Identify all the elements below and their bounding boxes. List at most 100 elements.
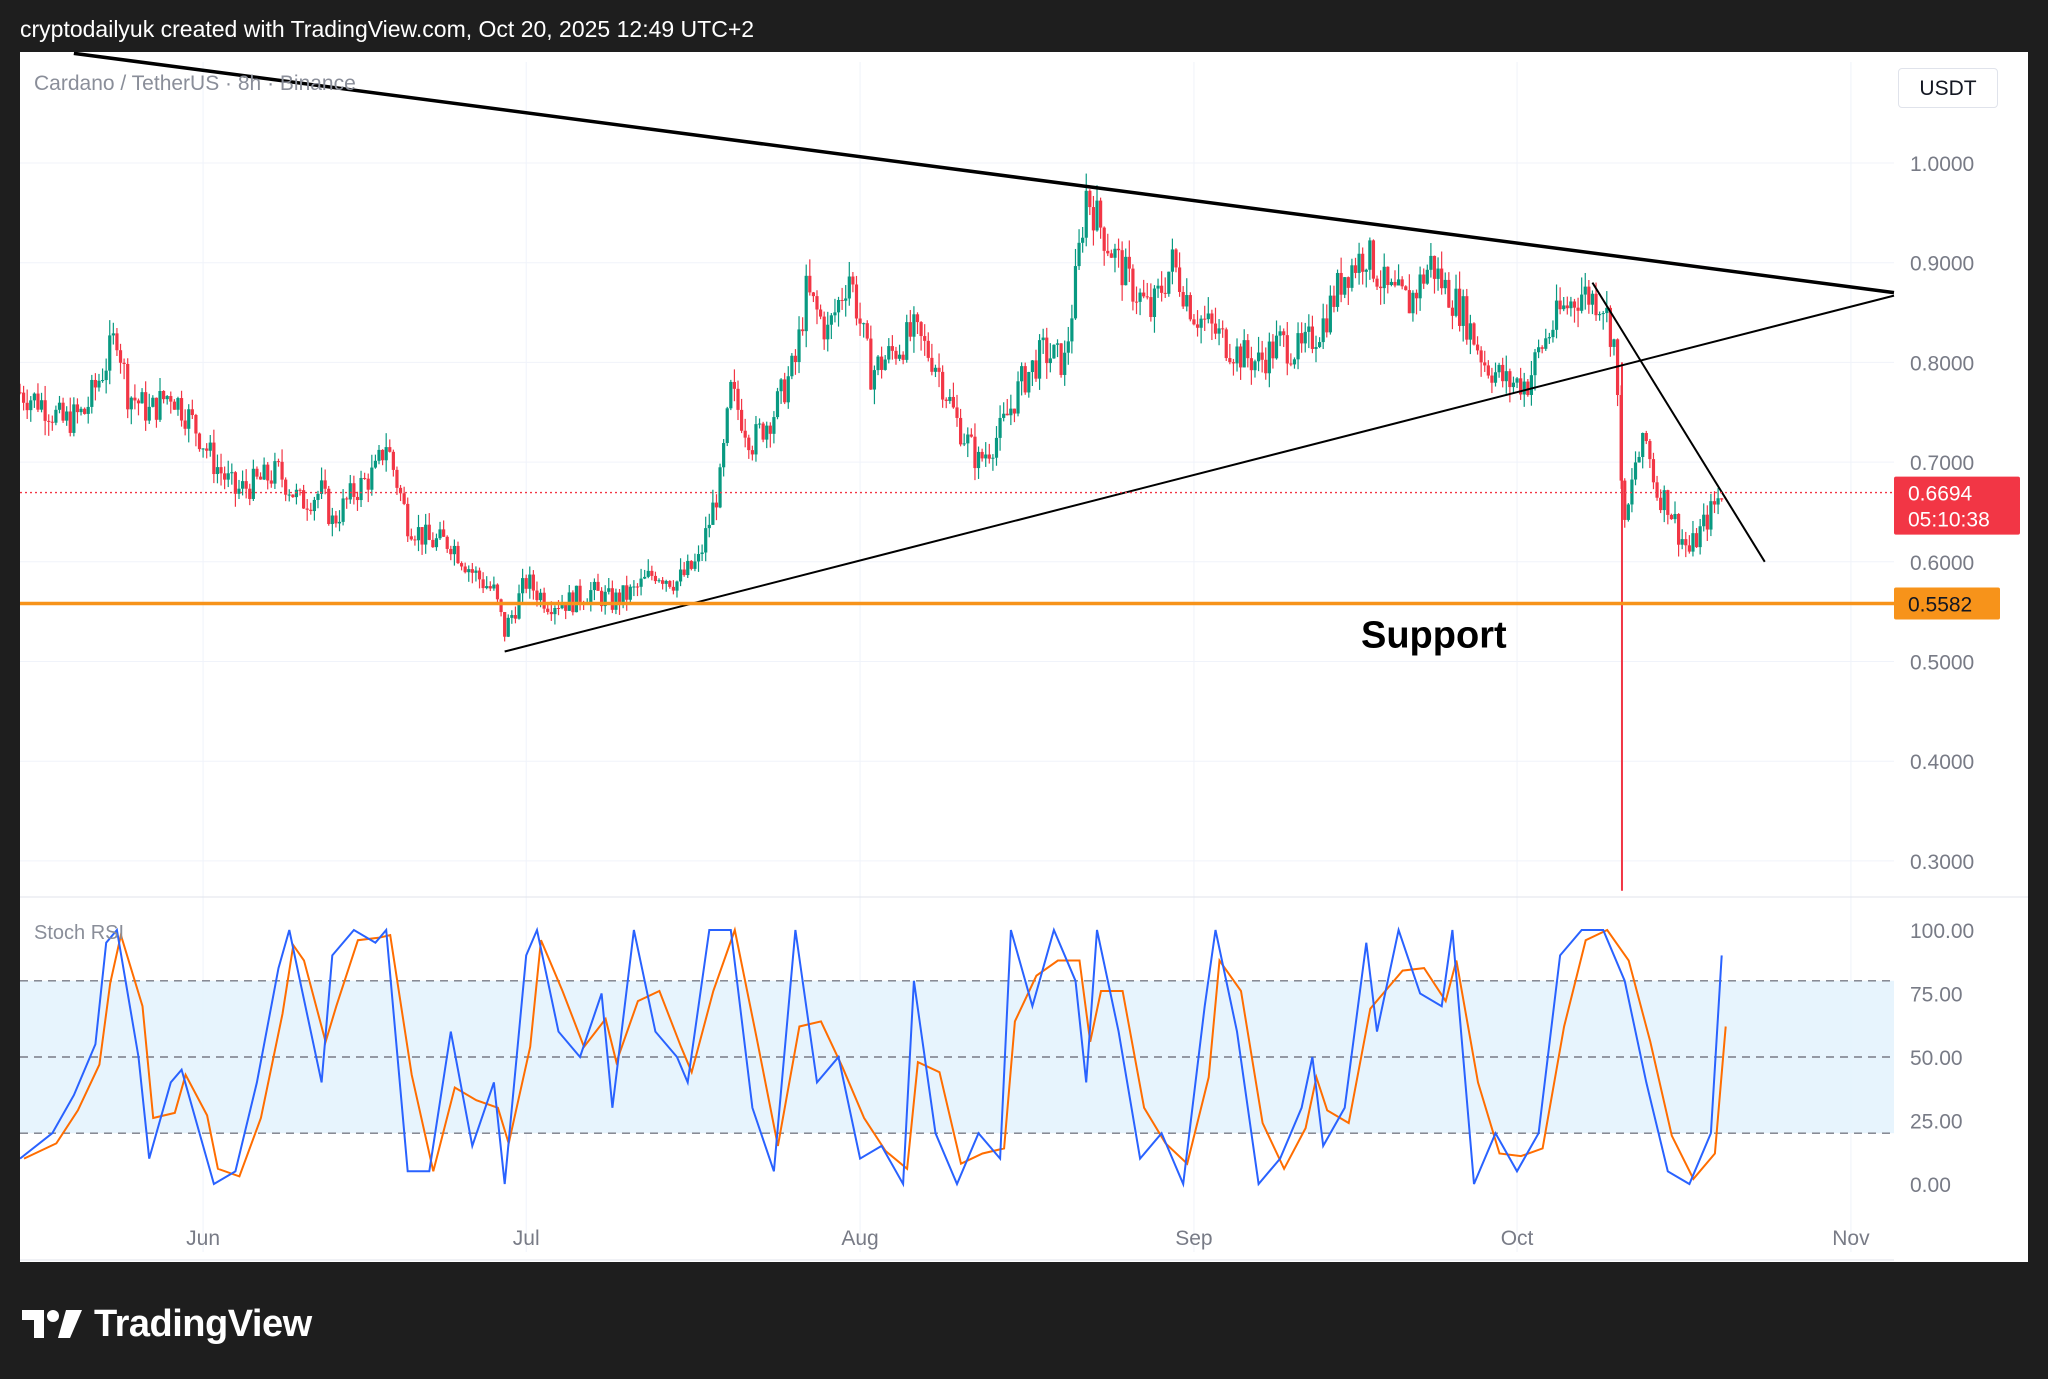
candle[interactable] (865, 320, 869, 341)
candle[interactable] (1630, 468, 1634, 513)
stoch-rsi-lines[interactable] (20, 926, 1727, 1188)
candle[interactable] (808, 259, 812, 296)
candle[interactable] (187, 404, 191, 443)
candle[interactable] (380, 449, 385, 466)
candle[interactable] (1479, 346, 1483, 377)
candle[interactable] (1170, 238, 1175, 285)
candle[interactable] (596, 573, 600, 591)
candle[interactable] (1411, 290, 1415, 322)
candle[interactable] (1443, 272, 1447, 295)
candle[interactable] (919, 321, 923, 351)
candle[interactable] (1256, 336, 1261, 372)
candle[interactable] (57, 395, 62, 414)
candle[interactable] (463, 562, 467, 574)
candle[interactable] (894, 346, 898, 365)
candle[interactable] (1694, 527, 1699, 548)
chart-canvas[interactable]: 1.0000 0.9000 0.8000 0.7000 0.6000 0.5000 0.40… (20, 52, 2028, 1262)
candle[interactable] (1102, 226, 1106, 266)
candle[interactable] (1077, 229, 1081, 270)
candle[interactable] (887, 338, 891, 364)
candle[interactable] (639, 568, 643, 596)
candle[interactable] (905, 314, 909, 363)
candle[interactable] (302, 484, 306, 509)
candle[interactable] (309, 502, 313, 515)
candle[interactable] (424, 513, 428, 554)
candle[interactable] (144, 381, 148, 431)
candle[interactable] (671, 580, 675, 595)
candle[interactable] (1052, 344, 1056, 359)
candle[interactable] (151, 395, 155, 408)
candle[interactable] (1515, 376, 1519, 389)
candle[interactable] (1590, 290, 1595, 315)
candle[interactable] (1113, 243, 1117, 273)
candle[interactable] (1501, 357, 1505, 388)
candle[interactable] (165, 395, 169, 405)
candle[interactable] (111, 322, 115, 345)
candle[interactable] (912, 306, 916, 353)
candle[interactable] (1224, 327, 1228, 361)
candle[interactable] (467, 565, 471, 582)
candle[interactable] (1353, 257, 1358, 279)
trendlines[interactable] (73, 52, 1895, 653)
time-axis[interactable]: Jun Jul Aug Sep Oct Nov (186, 1227, 1870, 1250)
candle[interactable] (50, 415, 54, 431)
candle[interactable] (1034, 349, 1038, 382)
candle[interactable] (714, 494, 719, 521)
candle[interactable] (923, 324, 927, 356)
candle[interactable] (564, 604, 568, 620)
candle[interactable] (1429, 243, 1433, 278)
candle[interactable] (1332, 285, 1336, 313)
candle[interactable] (1343, 277, 1347, 299)
candle[interactable] (736, 380, 740, 421)
candle[interactable] (757, 418, 762, 429)
candle[interactable] (790, 353, 794, 380)
candle[interactable] (373, 454, 378, 469)
candle[interactable] (1328, 285, 1332, 335)
candle[interactable] (276, 458, 281, 467)
candle[interactable] (506, 614, 510, 638)
candle[interactable] (980, 448, 984, 462)
candle[interactable] (384, 433, 388, 472)
candle[interactable] (97, 373, 101, 392)
candle[interactable] (266, 462, 270, 490)
candle[interactable] (1371, 239, 1376, 283)
candle[interactable] (1016, 371, 1020, 417)
chart-panel[interactable]: 1.0000 0.9000 0.8000 0.7000 0.6000 0.5000 0.40… (20, 52, 2028, 1262)
candle[interactable] (1540, 345, 1544, 354)
candle[interactable] (219, 453, 223, 486)
candle[interactable] (1691, 520, 1695, 557)
candle[interactable] (287, 489, 291, 502)
candle[interactable] (1066, 326, 1070, 365)
candle[interactable] (610, 580, 614, 614)
candle[interactable] (1314, 335, 1318, 363)
candle[interactable] (682, 562, 686, 577)
candle[interactable] (492, 576, 496, 591)
candle[interactable] (1662, 485, 1666, 523)
candle[interactable] (1458, 271, 1462, 332)
candle[interactable] (876, 355, 880, 376)
candle[interactable] (248, 483, 252, 506)
candle[interactable] (578, 579, 582, 611)
candle[interactable] (707, 513, 711, 538)
candle[interactable] (528, 566, 532, 599)
candle[interactable] (176, 396, 180, 416)
candle[interactable] (732, 369, 737, 402)
candle[interactable] (345, 496, 349, 509)
candle[interactable] (862, 322, 866, 338)
candle[interactable] (1063, 340, 1067, 386)
candle[interactable] (851, 272, 855, 293)
short-term-downtrend-line[interactable] (1591, 282, 1766, 563)
candle[interactable] (1379, 270, 1383, 305)
candle[interactable] (147, 393, 151, 425)
candle[interactable] (1041, 328, 1045, 354)
candle[interactable] (614, 588, 618, 615)
candle[interactable] (1091, 195, 1096, 246)
candle[interactable] (686, 554, 690, 578)
candle[interactable] (1163, 277, 1167, 298)
candle[interactable] (337, 510, 342, 532)
candle[interactable] (650, 565, 654, 581)
candle[interactable] (1659, 489, 1663, 514)
candle[interactable] (607, 578, 611, 595)
candle[interactable] (1109, 249, 1113, 258)
candle[interactable] (973, 423, 977, 481)
